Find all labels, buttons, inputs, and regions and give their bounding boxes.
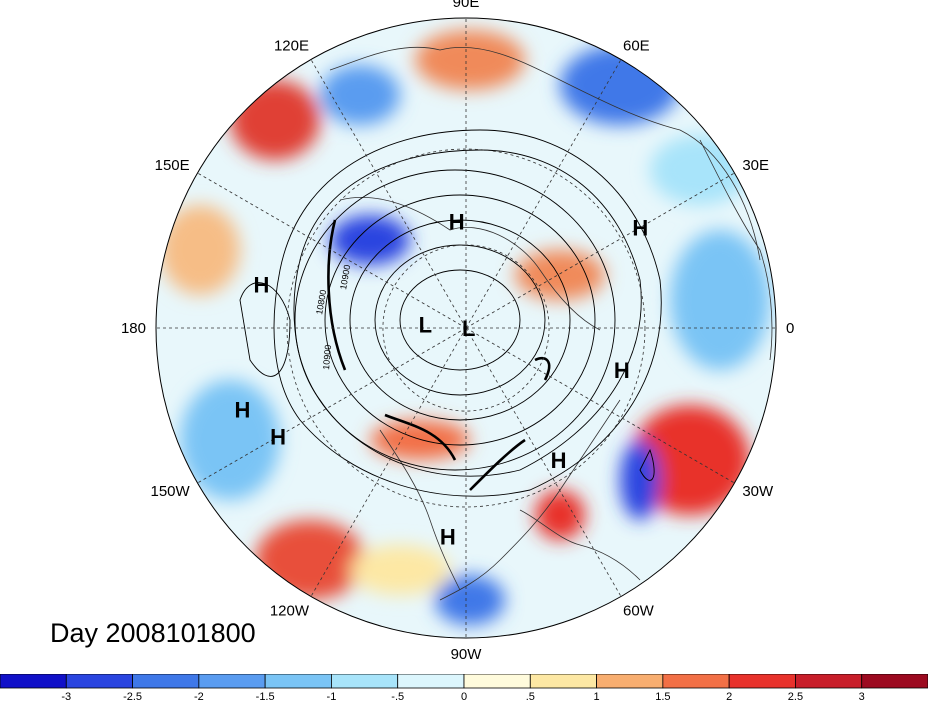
latitude-circle bbox=[382, 244, 550, 412]
coastlines bbox=[329, 46, 773, 601]
colorbar-box bbox=[0, 674, 67, 689]
colorbar-box bbox=[65, 674, 133, 689]
meridian-line bbox=[310, 59, 467, 329]
map-boundary bbox=[155, 17, 777, 639]
meridian-line bbox=[197, 327, 467, 484]
colorbar-tick-label: -2 bbox=[194, 691, 204, 702]
colorbar-tick-label: .5 bbox=[526, 691, 535, 702]
colorbar-tick-labels: -3 -2.5 -2 -1.5 -1 -.5 0 .5 1 1.5 2 2.5 3 bbox=[61, 691, 864, 702]
high-pressure-label: H bbox=[632, 215, 648, 240]
longitude-label: 30W bbox=[742, 483, 774, 500]
colorbar-boxes bbox=[0, 674, 928, 689]
longitude-label: 60W bbox=[623, 602, 655, 619]
colorbar-box bbox=[264, 674, 332, 689]
colorbar: -3 -2.5 -2 -1.5 -1 -.5 0 .5 1 1.5 2 2.5 3 bbox=[0, 674, 928, 702]
longitude-label: 90E bbox=[453, 0, 480, 11]
longitude-label: 120E bbox=[274, 38, 309, 55]
low-pressure-label: L bbox=[419, 312, 432, 337]
colorbar-box bbox=[795, 674, 863, 689]
low-pressure-label: L bbox=[462, 316, 475, 341]
meridian-line bbox=[197, 172, 467, 329]
high-pressure-label: H bbox=[614, 358, 630, 383]
longitude-label: 150W bbox=[150, 483, 190, 500]
colorbar-tick-label: 1 bbox=[594, 691, 600, 702]
date-title: Day 2008101800 bbox=[50, 618, 256, 648]
colorbar-tick-label: -1 bbox=[327, 691, 337, 702]
jet-contours bbox=[327, 219, 551, 491]
longitude-label: 0 bbox=[786, 320, 794, 337]
meridian-line bbox=[465, 172, 735, 329]
polar-stereographic-map: 10800 10900 10900 90E 60E 30E 0 30W 60W 90W 120… bbox=[121, 0, 794, 663]
high-pressure-label: H bbox=[440, 524, 456, 549]
high-pressure-label: H bbox=[270, 425, 286, 450]
colorbar-tick-label: -.5 bbox=[391, 691, 404, 702]
contour-label: 10800 bbox=[314, 289, 328, 315]
meridian-line bbox=[465, 59, 622, 329]
longitude-label: 90W bbox=[451, 646, 483, 663]
meridian-line bbox=[465, 327, 735, 484]
high-pressure-label: H bbox=[551, 448, 567, 473]
lat-lon-grid bbox=[156, 18, 776, 638]
colorbar-tick-label: 2.5 bbox=[788, 691, 803, 702]
colorbar-box bbox=[596, 674, 664, 689]
colorbar-tick-label: 2 bbox=[726, 691, 732, 702]
high-pressure-label: H bbox=[254, 273, 270, 298]
latitude-circle bbox=[286, 148, 646, 508]
meridian-line bbox=[465, 327, 622, 597]
colorbar-box bbox=[728, 674, 796, 689]
colorbar-tick-label: -1.5 bbox=[256, 691, 275, 702]
colorbar-tick-label: 1.5 bbox=[655, 691, 670, 702]
colorbar-tick-label: 0 bbox=[461, 691, 467, 702]
colorbar-box bbox=[397, 674, 465, 689]
meridian-line bbox=[310, 327, 467, 597]
high-pressure-label: H bbox=[449, 210, 465, 235]
colorbar-box bbox=[662, 674, 730, 689]
colorbar-box bbox=[529, 674, 597, 689]
longitude-label: 120W bbox=[270, 602, 310, 619]
colorbar-box bbox=[331, 674, 399, 689]
longitude-label: 150E bbox=[155, 157, 190, 174]
longitude-label: 180 bbox=[121, 320, 146, 337]
contour-label: 10900 bbox=[338, 264, 352, 290]
height-contours bbox=[239, 129, 662, 497]
colorbar-box bbox=[132, 674, 200, 689]
colorbar-box bbox=[463, 674, 531, 689]
high-pressure-label: H bbox=[235, 397, 251, 422]
colorbar-box bbox=[861, 674, 928, 689]
longitude-labels: 90E 60E 30E 0 30W 60W 90W 120W 150W 180 150E 120E bbox=[121, 0, 794, 663]
colorbar-tick-label: 3 bbox=[859, 691, 865, 702]
colorbar-tick-label: -3 bbox=[61, 691, 71, 702]
longitude-label: 30E bbox=[742, 157, 769, 174]
colorbar-tick-label: -2.5 bbox=[123, 691, 142, 702]
contour-label-group: 10800 10900 10900 bbox=[314, 264, 352, 370]
colorbar-box bbox=[198, 674, 266, 689]
longitude-label: 60E bbox=[623, 38, 650, 55]
contour-label: 10900 bbox=[321, 344, 333, 370]
